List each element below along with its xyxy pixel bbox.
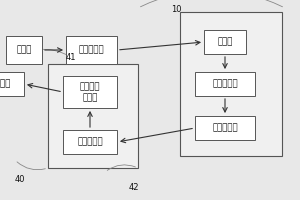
- Text: 多级过滤
除尘器: 多级过滤 除尘器: [80, 82, 100, 102]
- Text: 42: 42: [129, 183, 140, 192]
- Text: 40: 40: [15, 175, 26, 184]
- FancyBboxPatch shape: [63, 76, 117, 108]
- Text: 高效冷凝器: 高效冷凝器: [77, 138, 103, 146]
- Text: 10: 10: [171, 5, 181, 14]
- FancyBboxPatch shape: [180, 12, 282, 156]
- Text: 气体取样器: 气体取样器: [79, 46, 104, 54]
- FancyBboxPatch shape: [195, 116, 255, 140]
- FancyBboxPatch shape: [195, 72, 255, 96]
- Text: 分析仪: 分析仪: [0, 79, 11, 88]
- FancyBboxPatch shape: [0, 72, 24, 96]
- FancyBboxPatch shape: [63, 130, 117, 154]
- Text: 气体过滤器: 气体过滤器: [212, 123, 238, 132]
- FancyBboxPatch shape: [204, 30, 246, 54]
- FancyBboxPatch shape: [66, 36, 117, 64]
- Text: 冷凝器: 冷凝器: [217, 38, 233, 46]
- Text: 气水分离器: 气水分离器: [212, 79, 238, 88]
- Text: 阳极炉: 阳极炉: [16, 46, 32, 54]
- FancyBboxPatch shape: [6, 36, 42, 64]
- Text: 41: 41: [66, 53, 76, 62]
- FancyBboxPatch shape: [48, 64, 138, 168]
